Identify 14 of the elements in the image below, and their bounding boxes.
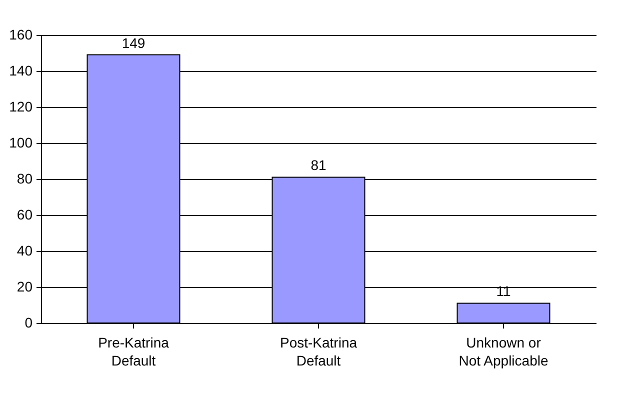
y-tick-label: 100 — [9, 134, 33, 150]
data-label: 81 — [310, 157, 326, 174]
y-tick-label: 40 — [16, 242, 33, 258]
y-tick-label: 20 — [16, 278, 33, 294]
y-tick-label: 140 — [9, 62, 33, 78]
x-tick-label: Unknown or Not Applicable — [458, 334, 548, 368]
data-label: 149 — [122, 34, 146, 51]
y-tick-label: 120 — [9, 98, 33, 114]
x-tick-label: Pre-Katrina Default — [98, 334, 170, 368]
y-tick-label: 60 — [16, 206, 33, 222]
y-tick-label: 160 — [9, 26, 33, 42]
x-tick-label: Post-Katrina Default — [280, 334, 358, 368]
y-tick-label: 0 — [24, 314, 33, 330]
y-tick-label: 80 — [16, 170, 33, 186]
